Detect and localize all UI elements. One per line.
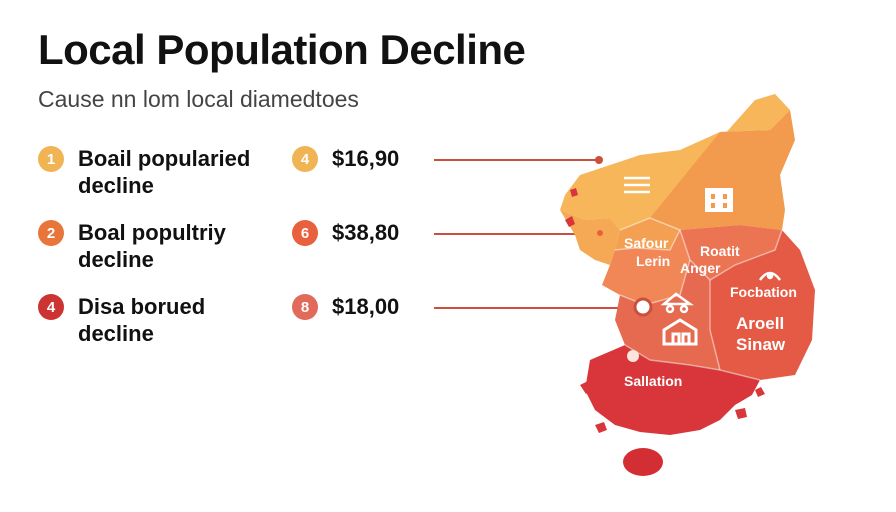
badge-1: 1 — [38, 146, 64, 172]
map-region-east — [710, 230, 815, 380]
legend-label-1-line2: decline — [78, 173, 154, 198]
building-icon — [705, 188, 733, 212]
value-text-2: $38,80 — [332, 220, 400, 245]
house-icon — [662, 318, 698, 346]
legend-label-1: Boail popularied decline — [78, 145, 278, 199]
map-marker-2 — [597, 230, 603, 236]
value-item-1: 4 $16,90 — [292, 145, 399, 172]
region-map: Safour Lerin Roatit Anger Focbation Aroe… — [560, 94, 815, 476]
map-region-northeast — [650, 110, 795, 230]
map-region-mid-west — [602, 230, 690, 305]
leader-line-2 — [434, 233, 600, 235]
value-item-2: 6 $38,80 — [292, 219, 399, 246]
value-text-3: $18,00 — [332, 294, 400, 319]
legend-label-2-line1: Boal popultriy — [78, 220, 226, 245]
page-title: Local Population Decline — [38, 26, 526, 73]
value-badge-3: 8 — [292, 294, 318, 320]
leader-line-1 — [434, 159, 598, 161]
region-label-1: Safour — [624, 235, 669, 251]
legend-label-3-line1: Disa borued — [78, 294, 206, 319]
value-item-3: 8 $18,00 — [292, 293, 399, 320]
page-subtitle: Cause nn lom local diamedtoes — [38, 86, 359, 112]
legend-label-2: Boal popultriy decline — [78, 219, 278, 273]
value-text-1: $16,90 — [332, 146, 400, 171]
map-coast-islands — [565, 188, 765, 433]
map-region-northeast-b — [615, 218, 680, 250]
region-label-4b: Sinaw — [736, 335, 786, 354]
badge-2: 2 — [38, 220, 64, 246]
map-region-island — [623, 448, 663, 476]
map-region-north — [560, 94, 790, 230]
value-badge-2: 6 — [292, 220, 318, 246]
region-label-2b: Anger — [680, 260, 721, 276]
map-marker-1 — [595, 156, 603, 164]
legend-label-2-line2: decline — [78, 247, 154, 272]
badge-3: 4 — [38, 294, 64, 320]
leader-line-3 — [434, 307, 634, 309]
region-label-1b: Lerin — [636, 253, 670, 269]
region-label-3: Focbation — [730, 284, 797, 300]
map-region-northwest — [560, 210, 620, 265]
warning-icon — [758, 271, 782, 281]
legend-item-2: 2 Boal popultriy decline — [38, 219, 278, 273]
region-label-2: Roatit — [700, 243, 740, 259]
region-label-4: Aroell — [736, 314, 784, 333]
region-label-5: Sallation — [624, 373, 682, 389]
value-badge-1: 4 — [292, 146, 318, 172]
truck-icon — [660, 292, 694, 314]
map-marker-3 — [633, 297, 653, 317]
legend-label-3: Disa borued decline — [78, 293, 278, 347]
list-icon — [624, 176, 650, 194]
map-region-south — [585, 345, 760, 435]
legend-label-3-line2: decline — [78, 321, 154, 346]
map-region-mid-east — [680, 225, 782, 280]
legend-label-1-line1: Boail popularied — [78, 146, 251, 171]
legend-item-3: 4 Disa borued decline — [38, 293, 278, 347]
map-marker-4 — [627, 350, 639, 362]
legend-item-1: 1 Boail popularied decline — [38, 145, 278, 199]
